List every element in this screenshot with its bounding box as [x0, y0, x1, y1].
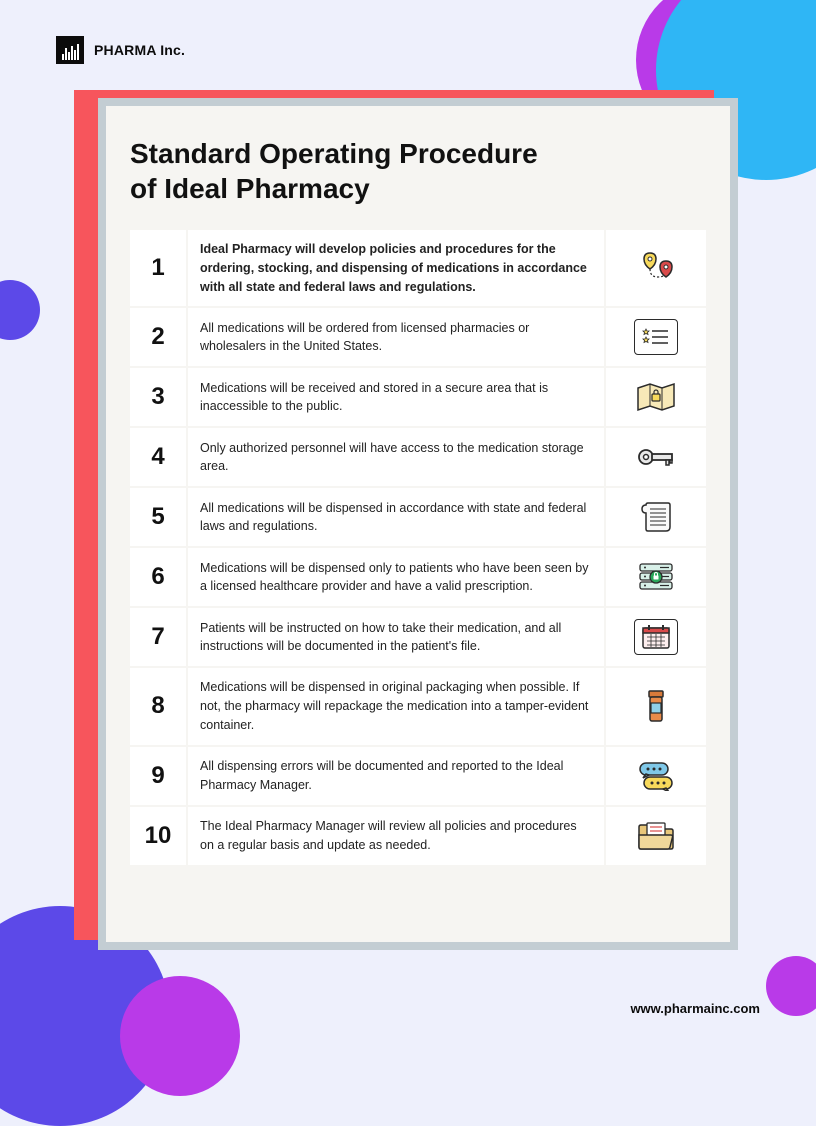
pill-bottle-icon	[645, 689, 667, 723]
row-number: 2	[130, 308, 186, 366]
row-text: Medications will be received and stored …	[188, 368, 604, 426]
calendar-icon	[634, 619, 678, 655]
row-icon-cell	[606, 428, 706, 486]
server-lock-icon	[636, 562, 676, 592]
table-row: 1Ideal Pharmacy will develop policies an…	[130, 230, 706, 306]
table-row: 3Medications will be received and stored…	[130, 368, 706, 426]
card-border: Standard Operating Procedure of Ideal Ph…	[98, 98, 738, 950]
row-number: 1	[130, 230, 186, 306]
page-title: Standard Operating Procedure of Ideal Ph…	[130, 136, 706, 206]
table-row: 10The Ideal Pharmacy Manager will review…	[130, 807, 706, 865]
row-icon-cell	[606, 668, 706, 744]
key-icon	[636, 443, 676, 471]
row-number: 4	[130, 428, 186, 486]
row-text: Medications will be dispensed only to pa…	[188, 548, 604, 606]
row-number: 10	[130, 807, 186, 865]
row-text: Medications will be dispensed in origina…	[188, 668, 604, 744]
row-icon-cell	[606, 807, 706, 865]
row-number: 8	[130, 668, 186, 744]
row-icon-cell	[606, 368, 706, 426]
row-text: The Ideal Pharmacy Manager will review a…	[188, 807, 604, 865]
chat-bubbles-icon	[636, 761, 676, 791]
row-text: All medications will be dispensed in acc…	[188, 488, 604, 546]
table-row: 5All medications will be dispensed in ac…	[130, 488, 706, 546]
brand-logo: PHARMA Inc.	[56, 36, 185, 64]
folder-doc-icon	[637, 821, 675, 851]
table-row: 9All dispensing errors will be documente…	[130, 747, 706, 805]
bg-circle	[120, 976, 240, 1096]
brand-name: PHARMA Inc.	[94, 42, 185, 58]
row-icon-cell	[606, 747, 706, 805]
card: Standard Operating Procedure of Ideal Ph…	[106, 106, 730, 942]
bg-circle	[766, 956, 816, 1016]
row-number: 9	[130, 747, 186, 805]
title-line-1: Standard Operating Procedure	[130, 138, 538, 169]
route-pins-icon	[636, 251, 676, 285]
row-icon-cell	[606, 488, 706, 546]
map-lock-icon	[636, 382, 676, 412]
row-text: Ideal Pharmacy will develop policies and…	[188, 230, 604, 306]
row-icon-cell	[606, 308, 706, 366]
footer-url: www.pharmainc.com	[630, 1001, 760, 1016]
table-row: 7Patients will be instructed on how to t…	[130, 608, 706, 666]
row-text: All dispensing errors will be documented…	[188, 747, 604, 805]
row-number: 5	[130, 488, 186, 546]
bg-circle	[0, 280, 40, 340]
table-row: 4Only authorized personnel will have acc…	[130, 428, 706, 486]
table-row: 6Medications will be dispensed only to p…	[130, 548, 706, 606]
row-icon-cell	[606, 608, 706, 666]
row-number: 6	[130, 548, 186, 606]
row-text: Only authorized personnel will have acce…	[188, 428, 604, 486]
row-text: All medications will be ordered from lic…	[188, 308, 604, 366]
list-stars-icon	[634, 319, 678, 355]
title-line-2: of Ideal Pharmacy	[130, 173, 370, 204]
logo-icon	[56, 36, 84, 64]
row-icon-cell	[606, 230, 706, 306]
scroll-icon	[640, 501, 672, 533]
row-icon-cell	[606, 548, 706, 606]
row-text: Patients will be instructed on how to ta…	[188, 608, 604, 666]
table-row: 8Medications will be dispensed in origin…	[130, 668, 706, 744]
table-row: 2All medications will be ordered from li…	[130, 308, 706, 366]
row-number: 3	[130, 368, 186, 426]
row-number: 7	[130, 608, 186, 666]
procedure-table: 1Ideal Pharmacy will develop policies an…	[130, 230, 706, 865]
